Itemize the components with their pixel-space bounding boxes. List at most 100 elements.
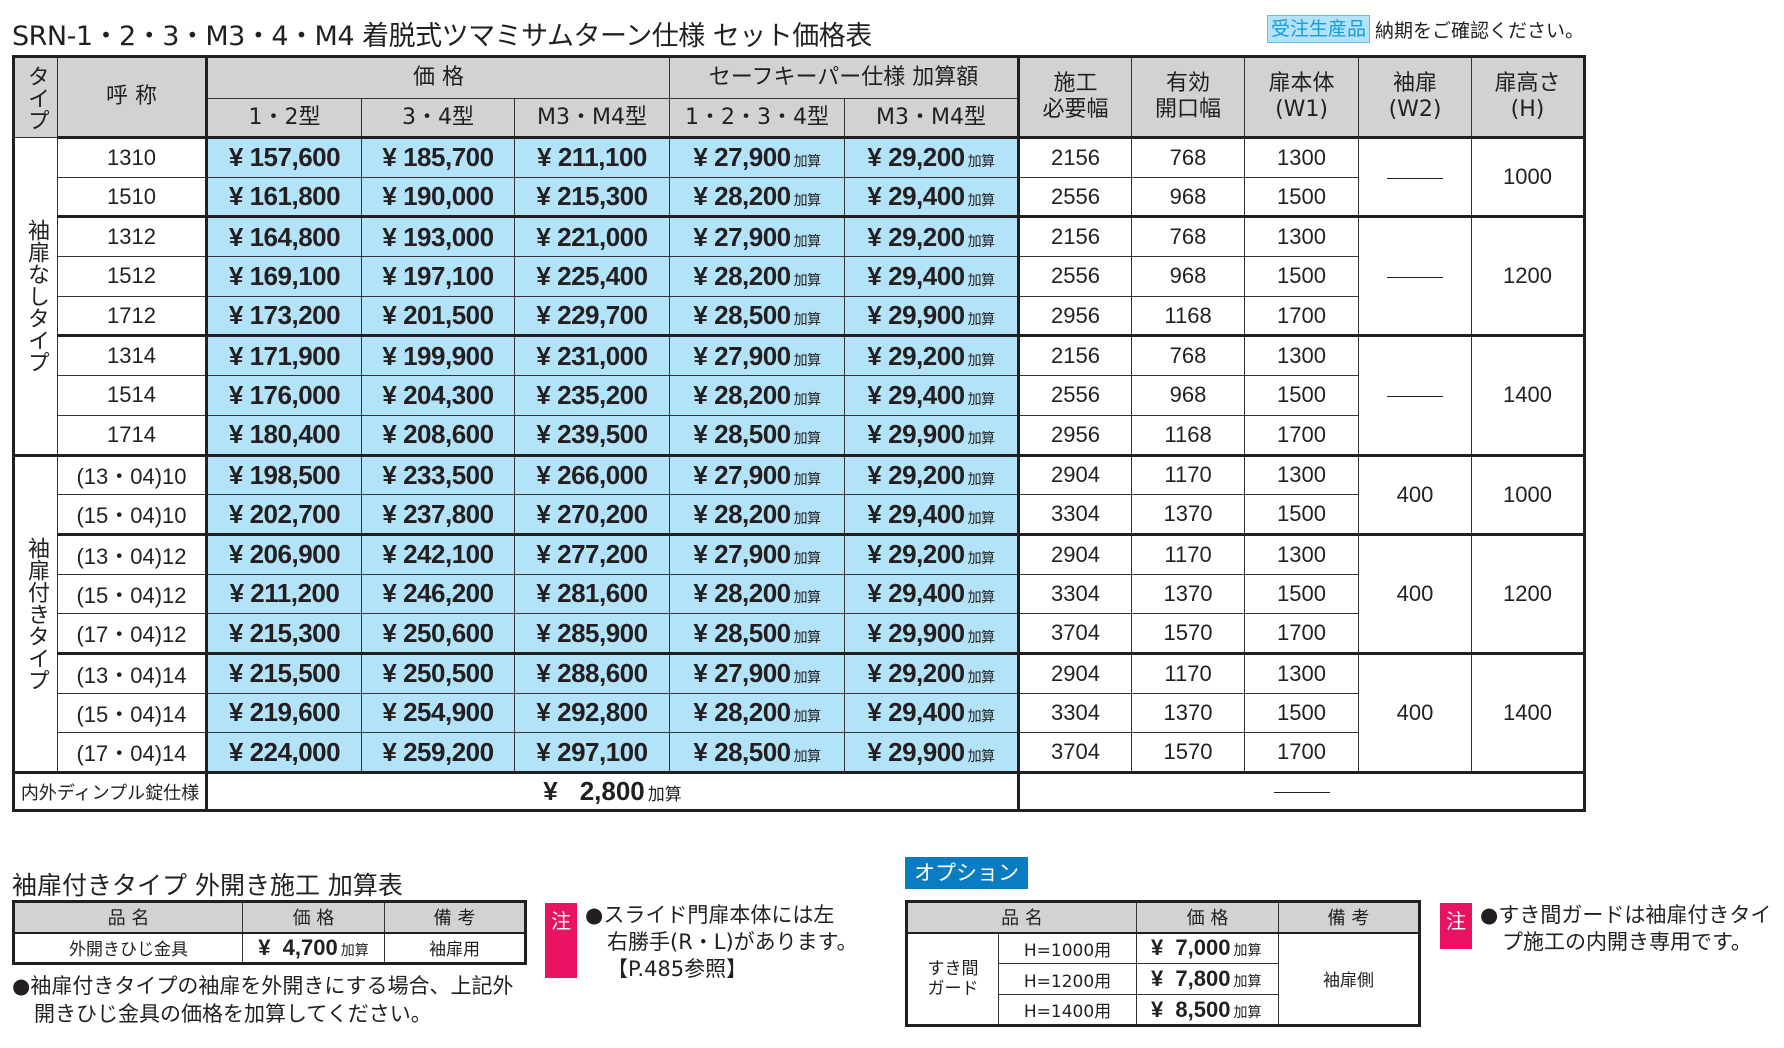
price-table: タイプ 呼 称 価 格 セーフキーパー仕様 加算額 施工 必要幅 有効 開口幅 扉本…: [12, 55, 1587, 812]
model-name: 1512: [57, 256, 207, 297]
install-width: 2904: [1017, 454, 1133, 496]
opening-width: 968: [1131, 256, 1246, 297]
table-row: 1314 ¥ 171,900 ¥ 199,900 ¥ 231,000 ¥ 27,900 加…: [14, 335, 1586, 457]
opening-width: 1170: [1131, 454, 1246, 496]
install-width: 2556: [1017, 256, 1133, 297]
option-badge: オプション: [905, 857, 1028, 889]
price-34: ¥ 197,100: [361, 256, 515, 297]
table-row: H=1400用 ¥ 8,500 加算: [907, 994, 1420, 1026]
price-12: ¥ 215,500: [205, 652, 362, 694]
door-body-w1: 1500: [1244, 573, 1360, 615]
model-name: 1312: [57, 216, 207, 258]
option-table: 品 名 価 格 備 考 すき間 ガード H=1000用 ¥ 7,000 加算 袖扉側…: [905, 900, 1422, 1027]
price-m3m4: ¥ 225,400: [513, 256, 671, 297]
price-34: ¥ 193,000: [361, 216, 515, 258]
model-name: (15・04)12: [57, 573, 207, 615]
opening-width: 1370: [1131, 692, 1246, 734]
sk-addon-1234: ¥ 28,500 加算: [669, 295, 846, 338]
header-sk-m3m4: M3・M4型: [844, 98, 1020, 139]
price-12: ¥ 215,300: [205, 613, 362, 655]
note-mark: 注: [1440, 903, 1472, 949]
sk-addon-m3m4: ¥ 29,900 加算: [844, 732, 1020, 774]
outward-price: ¥ 4,700 加算: [242, 932, 385, 964]
model-name: 1310: [57, 137, 207, 178]
dash-icon: [1387, 396, 1444, 398]
outward-note: ●袖扉付きタイプの袖扉を外開きにする場合、上記外 開きひじ金具の価格を加算してく…: [12, 974, 514, 1026]
dash-icon: [1273, 791, 1330, 793]
option-group-gap-guard: すき間 ガード: [906, 932, 999, 1026]
option-size: H=1400用: [997, 994, 1138, 1026]
door-body-w1: 1500: [1244, 494, 1360, 536]
gap-guard-note: ●すき間ガードは袖扉付きタイ プ施工の内開き専用です。: [1480, 903, 1772, 954]
header-door-body: 扉本体 (W1): [1244, 56, 1360, 139]
type-label: 袖扉なしタイプ: [13, 137, 58, 457]
price-34: ¥ 250,500: [361, 652, 515, 694]
sk-addon-1234: ¥ 28,200 加算: [669, 494, 846, 536]
side-door-w2: [1358, 216, 1473, 338]
sk-addon-m3m4: ¥ 29,900 加算: [844, 613, 1020, 655]
price-12: ¥ 219,600: [205, 692, 362, 734]
outward-header-item: 品 名: [13, 901, 243, 934]
price-m3m4: ¥ 239,500: [513, 414, 671, 457]
opening-width: 1168: [1131, 414, 1246, 457]
opening-width: 768: [1131, 137, 1246, 178]
sk-addon-1234: ¥ 28,200 加算: [669, 176, 846, 219]
option-header-item: 品 名: [905, 901, 1138, 934]
option-header-remark: 備 考: [1278, 901, 1421, 934]
price-34: ¥ 208,600: [361, 414, 515, 457]
price-34: ¥ 242,100: [361, 533, 515, 575]
dimple-label: 内外ディンプル錠仕様: [13, 772, 207, 811]
sk-addon-1234: ¥ 27,900 加算: [669, 533, 846, 575]
model-name: 1712: [57, 295, 207, 338]
dimple-dims: [1017, 772, 1586, 811]
made-to-order-badge: 受注生産品: [1267, 15, 1371, 43]
side-door-w2: [1358, 136, 1473, 219]
dash-icon: [1387, 177, 1444, 179]
price-m3m4: ¥ 297,100: [513, 732, 671, 774]
price-12: ¥ 171,900: [205, 335, 362, 377]
door-body-w1: 1700: [1244, 732, 1360, 774]
install-width: 3304: [1017, 573, 1133, 615]
door-body-w1: 1700: [1244, 613, 1360, 655]
sk-addon-m3m4: ¥ 29,400 加算: [844, 375, 1020, 416]
option-header-price: 価 格: [1136, 901, 1280, 934]
price-12: ¥ 173,200: [205, 295, 362, 338]
opening-width: 968: [1131, 176, 1246, 219]
table-row: (15・04)14 ¥ 219,600 ¥ 254,900 ¥ 292,800 ¥ 28…: [14, 692, 1585, 734]
table-row: (17・04)12 ¥ 215,300 ¥ 250,600 ¥ 285,900 ¥ 28…: [14, 613, 1585, 655]
door-height: 1200: [1471, 216, 1586, 338]
sk-addon-m3m4: ¥ 29,200 加算: [844, 335, 1020, 377]
price-m3m4: ¥ 229,700: [513, 295, 671, 338]
price-m3m4: ¥ 221,000: [513, 216, 671, 258]
table-row: 袖扉なしタイプ 1310 ¥ 157,600 ¥ 185,700 ¥ 211,100 ¥ …: [13, 136, 1586, 457]
model-name: (15・04)10: [57, 494, 207, 536]
price-12: ¥ 198,500: [205, 454, 362, 496]
opening-width: 1370: [1131, 494, 1246, 536]
price-m3m4: ¥ 211,100: [513, 137, 671, 178]
install-width: 2904: [1017, 533, 1133, 575]
price-34: ¥ 250,600: [361, 613, 515, 655]
model-name: (17・04)14: [57, 732, 207, 774]
opening-width: 768: [1131, 216, 1246, 258]
price-34: ¥ 254,900: [361, 692, 515, 734]
table-row: 外開きひじ金具 ¥ 4,700 加算 袖扉用: [13, 932, 526, 964]
install-width: 2956: [1017, 295, 1133, 338]
install-width: 2156: [1017, 137, 1133, 178]
install-width: 2556: [1017, 375, 1133, 416]
sk-addon-m3m4: ¥ 29,900 加算: [844, 414, 1020, 457]
table-row: 1514 ¥ 176,000 ¥ 204,300 ¥ 235,200 ¥ 28,200 加…: [14, 375, 1585, 416]
table-row: (13・04)12 ¥ 206,900 ¥ 242,100 ¥ 277,200 ¥ 27…: [14, 533, 1586, 655]
door-body-w1: 1300: [1244, 652, 1360, 694]
type-label: 袖扉付きタイプ: [13, 454, 58, 774]
door-height: 1000: [1471, 454, 1586, 536]
outward-addon-table: 品 名 価 格 備 考 外開きひじ金具 ¥ 4,700 加算 袖扉用: [12, 900, 527, 965]
price-12: ¥ 169,100: [205, 256, 362, 297]
outward-remark: 袖扉用: [384, 932, 526, 964]
sk-addon-1234: ¥ 28,200 加算: [669, 692, 846, 734]
sk-addon-1234: ¥ 27,900 加算: [669, 335, 846, 377]
price-m3m4: ¥ 281,600: [513, 573, 671, 615]
dimple-lock-row: 内外ディンプル錠仕様 ¥2,800 加算: [13, 772, 1586, 811]
option-price: ¥ 8,500 加算: [1136, 994, 1280, 1026]
price-m3m4: ¥ 270,200: [513, 494, 671, 536]
header-opening-width: 有効 開口幅: [1131, 56, 1246, 139]
